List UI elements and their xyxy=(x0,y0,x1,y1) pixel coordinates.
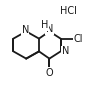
Text: Cl: Cl xyxy=(74,34,83,44)
Text: N: N xyxy=(22,25,29,35)
Text: N: N xyxy=(62,46,69,56)
Text: O: O xyxy=(46,68,53,78)
Text: HCl: HCl xyxy=(60,6,76,16)
Text: H: H xyxy=(41,20,48,30)
Text: N: N xyxy=(46,24,53,34)
